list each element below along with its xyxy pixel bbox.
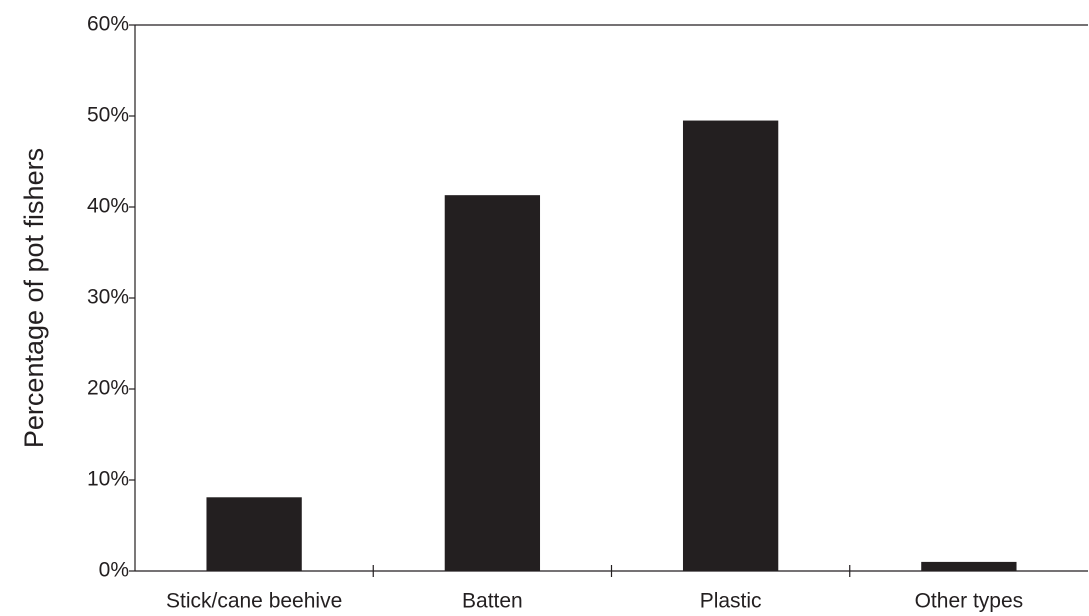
bar <box>921 561 1017 571</box>
bar <box>444 195 541 572</box>
x-tick-label: Batten <box>462 590 523 613</box>
bar <box>682 120 779 572</box>
bar <box>206 497 302 571</box>
y-tick-label: 10% <box>87 468 129 491</box>
y-tick-label: 50% <box>87 104 129 127</box>
y-tick-label: 20% <box>87 377 129 400</box>
x-tick-label: Stick/cane beehive <box>166 590 342 613</box>
y-tick-label: 40% <box>87 195 129 218</box>
x-tick-label: Plastic <box>700 590 762 613</box>
y-tick-label: 30% <box>87 286 129 309</box>
y-tick-label: 0% <box>99 559 129 582</box>
y-tick-label: 60% <box>87 13 129 36</box>
y-axis-label: Percentage of pot fishers <box>19 148 49 448</box>
x-tick-label: Other types <box>915 590 1024 613</box>
